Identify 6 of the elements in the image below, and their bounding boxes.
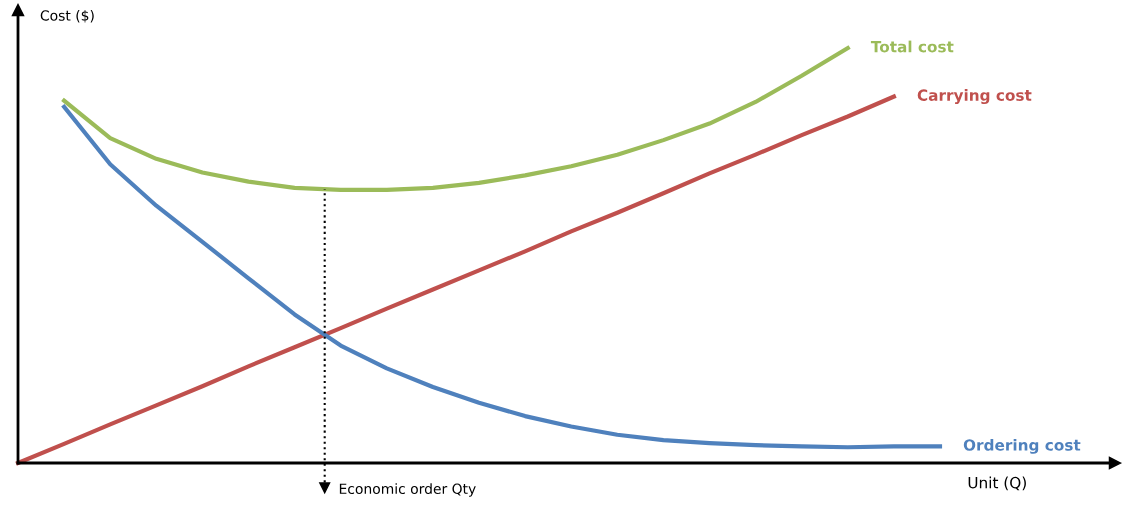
x-axis-title: Unit (Q) bbox=[968, 476, 1026, 491]
series-label: Total cost bbox=[870, 40, 954, 53]
text: Economic order Qty bbox=[339, 483, 476, 497]
series-label: Ordering cost bbox=[963, 438, 1081, 454]
y-axis-title: Cost ($) bbox=[40, 10, 94, 23]
series-label: Carrying cost bbox=[917, 89, 1032, 105]
